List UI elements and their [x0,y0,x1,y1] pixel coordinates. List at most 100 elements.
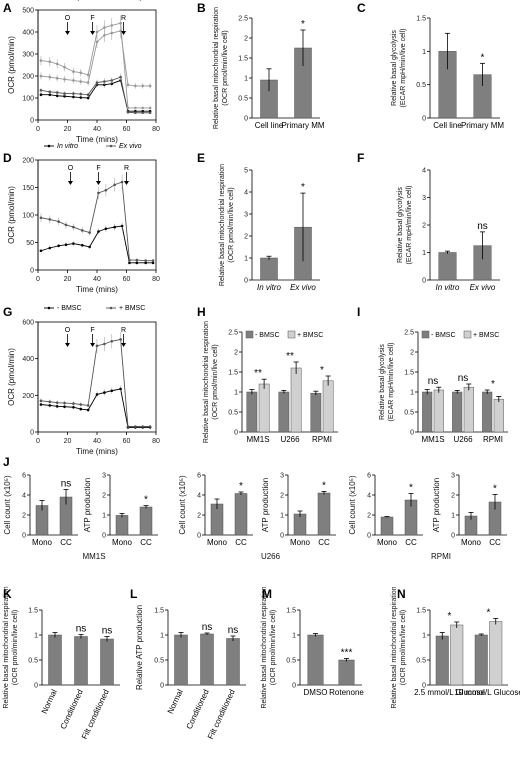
data-point [39,89,43,92]
y-tick-label: 0 [160,683,164,690]
data-point [86,81,90,84]
group-label: MM1S [82,552,105,561]
category-label: Filt conditioned [206,688,237,741]
bar [226,638,240,686]
data-point [97,230,100,233]
injection-label: R [124,165,129,172]
injection-arrowhead [65,343,70,347]
y-axis-label: Relative basal mitochondrial respiration… [213,7,229,129]
y-tick-label: 0 [422,278,426,285]
data-point [120,224,124,228]
data-point [126,425,130,428]
significance-label: * [320,365,324,376]
y-tick-label: 1.5 [238,56,248,63]
y-tick-label: 1.5 [154,608,164,615]
significance-label: *** [341,648,353,659]
data-point [113,225,116,229]
y-tick-label: 0 [451,533,455,540]
x-tick-label: 0 [36,438,40,445]
data-point [148,425,152,428]
significance-label: * [487,608,491,619]
y-tick-label: 0 [22,533,26,540]
data-point [126,83,130,87]
bar [482,391,493,433]
legend-label: - BMSC [431,332,456,339]
y-tick-label: 0.5 [286,658,296,665]
data-point [48,404,52,407]
y-tick-label: 1 [102,513,106,520]
bar [74,636,88,686]
y-tick-label: 2.5 [238,16,248,23]
category-label: MM1S [421,435,444,444]
bar [450,624,464,686]
data-point [79,403,83,406]
legend-marker [47,306,51,310]
data-point [63,401,66,405]
data-point [72,79,75,82]
data-point [135,258,139,262]
y-tick-label: 150 [22,185,34,192]
y-axis-label: OCR (pmol/min) [7,348,16,406]
data-point [110,24,114,27]
y-tick-label: 1 [410,390,414,397]
data-point [95,30,99,34]
y-tick-label: 1 [160,633,164,640]
panel-letter: M [262,587,272,601]
data-point [39,74,43,78]
y-tick-label: 1.5 [286,608,296,615]
injection-label: F [90,15,94,22]
bar [489,621,503,686]
x-tick-label: 60 [123,126,131,133]
y-tick-label: 4 [422,168,426,175]
y-tick-label: 6 [22,473,26,480]
data-point [119,29,122,33]
data-point [144,259,147,262]
y-tick-label: 2 [22,513,26,520]
y-tick-label: 2 [367,513,371,520]
data-point [57,244,60,248]
y-tick-label: 2.5 [404,330,414,337]
y-axis-label: ATP production [432,478,441,532]
y-tick-label: 200 [22,74,34,81]
y-tick-label: 0 [30,118,34,125]
panel-letter: G [3,305,12,319]
y-tick-label: 0 [410,430,414,437]
x-tick-label: 20 [64,126,72,133]
y-tick-label: 300 [22,52,34,59]
data-point [72,70,75,73]
data-point [148,84,152,88]
data-point [63,78,66,81]
x-tick-label: 0 [36,276,40,283]
bar [100,638,114,686]
data-point [80,229,84,232]
panel-letter: F [357,151,364,165]
category-label: Primary MM [281,121,324,130]
legend-marker [47,144,51,148]
category-label: MM1S [246,435,269,444]
injection-label: F [96,165,100,172]
data-point [110,339,114,343]
data-point [72,405,75,409]
legend-label: - BMSC [57,305,82,312]
y-tick-label: 3 [280,473,284,480]
bar [260,257,278,281]
category-label: Conditioned [185,688,211,731]
bar [452,391,463,433]
data-point [64,223,68,227]
category-label: CC [60,538,72,547]
injection-arrowhead [121,343,127,347]
data-point [104,227,108,231]
category-label: CC [318,538,330,547]
legend-label: In vitro [57,143,78,150]
data-point [126,106,130,110]
significance-label: * [448,611,452,622]
bar [493,398,504,433]
data-point [103,391,106,394]
data-point [95,393,99,396]
y-tick-label: 1.5 [416,608,426,615]
legend-marker [109,306,113,310]
data-point [48,93,52,96]
bar [139,506,153,536]
y-axis-label: Cell count (x10⁵) [3,475,12,535]
data-point [88,245,91,249]
